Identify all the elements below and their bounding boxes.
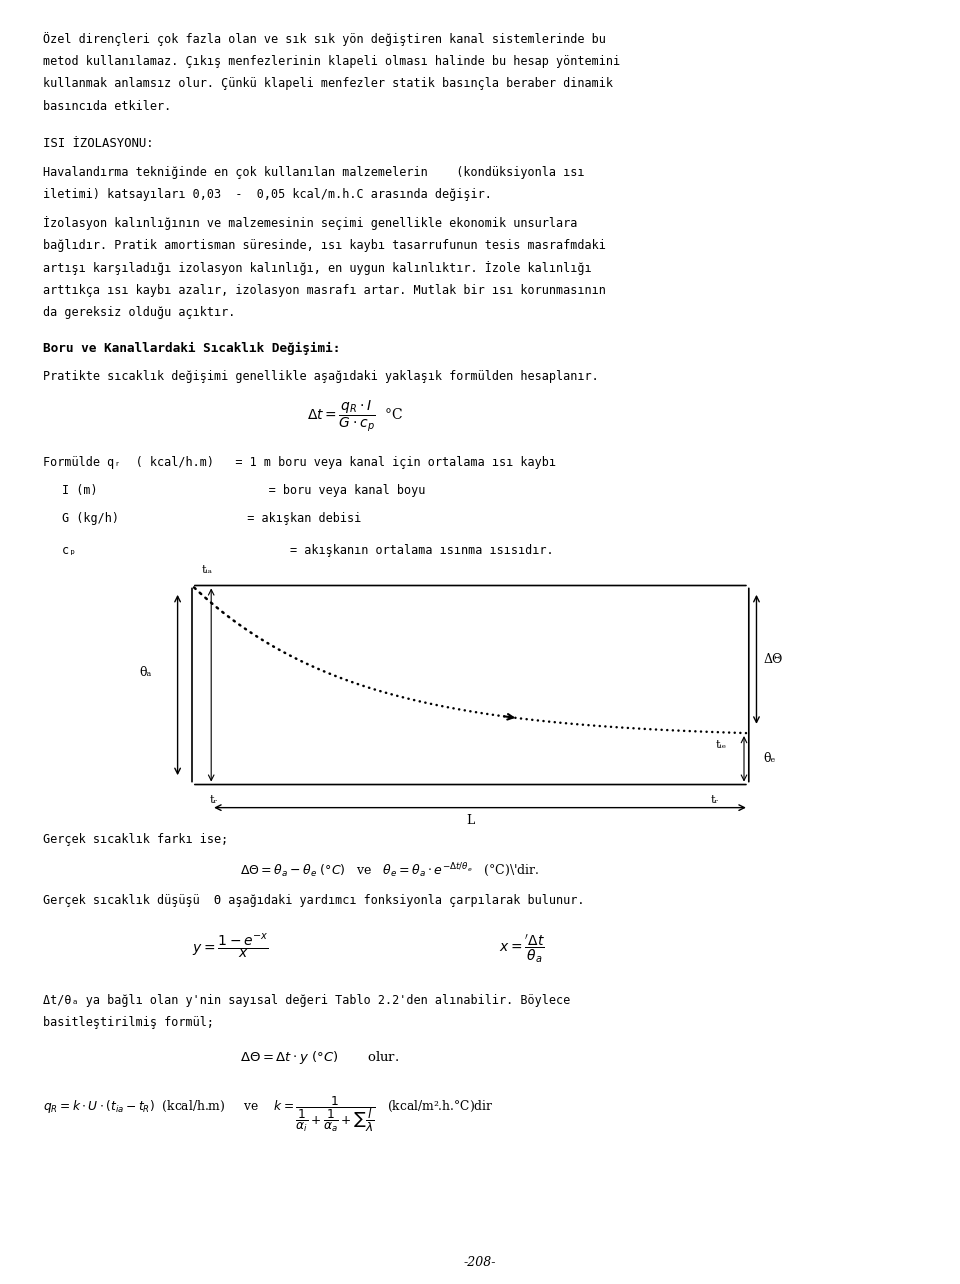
Text: $\Delta\Theta = \Delta t \cdot y \ (°C)$       olur.: $\Delta\Theta = \Delta t \cdot y \ (°C)$… bbox=[240, 1049, 399, 1066]
Text: θₐ: θₐ bbox=[139, 665, 152, 679]
Text: -208-: -208- bbox=[464, 1256, 496, 1269]
Text: İzolasyon kalınlığının ve malzemesinin seçimi genellikle ekonomik unsurlara: İzolasyon kalınlığının ve malzemesinin s… bbox=[43, 216, 578, 230]
Text: arttıkça ısı kaybı azalır, izolasyon masrafı artar. Mutlak bir ısı korunmasının: arttıkça ısı kaybı azalır, izolasyon mas… bbox=[43, 284, 606, 297]
Text: $y = \dfrac{1-e^{-x}}{x}$: $y = \dfrac{1-e^{-x}}{x}$ bbox=[192, 932, 269, 960]
Text: iletimi) katsayıları 0,03  -  0,05 kcal/m.h.C arasında değişir.: iletimi) katsayıları 0,03 - 0,05 kcal/m.… bbox=[43, 187, 492, 202]
Text: ISI İZOLASYONU:: ISI İZOLASYONU: bbox=[43, 137, 154, 150]
Text: $x = \dfrac{'\Delta t}{\theta_a}$: $x = \dfrac{'\Delta t}{\theta_a}$ bbox=[499, 932, 545, 966]
Text: θₑ: θₑ bbox=[763, 752, 776, 765]
Text: Boru ve Kanallardaki Sıcaklık Değişimi:: Boru ve Kanallardaki Sıcaklık Değişimi: bbox=[43, 342, 341, 354]
Text: ΔΘ: ΔΘ bbox=[763, 652, 782, 666]
Text: G (kg/h)                  = akışkan debisi: G (kg/h) = akışkan debisi bbox=[62, 512, 362, 525]
Text: Gerçek sıcaklık farkı ise;: Gerçek sıcaklık farkı ise; bbox=[43, 833, 228, 846]
Text: tᵢₐ: tᵢₐ bbox=[202, 565, 212, 575]
Text: Özel dirençleri çok fazla olan ve sık sık yön değiştiren kanal sistemlerinde bu: Özel dirençleri çok fazla olan ve sık sı… bbox=[43, 32, 606, 46]
Text: $\Delta\Theta = \theta_a - \theta_e \ (°C)$   ve   $\theta_e = \theta_a \cdot e^: $\Delta\Theta = \theta_a - \theta_e \ (°… bbox=[240, 862, 540, 878]
Text: tᵢₑ: tᵢₑ bbox=[715, 740, 727, 750]
Text: L: L bbox=[467, 814, 474, 827]
Text: artışı karşıladığı izolasyon kalınlığı, en uygun kalınlıktır. İzole kalınlığı: artışı karşıladığı izolasyon kalınlığı, … bbox=[43, 261, 591, 275]
Text: tᵣ: tᵣ bbox=[710, 795, 719, 805]
Text: $q_R = k \cdot U \cdot (t_{ia} - t_R)$  (kcal/h.m)     ve    $k = \dfrac{1}{\dfr: $q_R = k \cdot U \cdot (t_{ia} - t_R)$ (… bbox=[43, 1094, 493, 1134]
Text: cₚ                              = akışkanın ortalama ısınma ısısıdır.: cₚ = akışkanın ortalama ısınma ısısıdır. bbox=[62, 544, 554, 557]
Text: tᵣ: tᵣ bbox=[209, 795, 218, 805]
Text: basıncıda etkiler.: basıncıda etkiler. bbox=[43, 99, 172, 113]
Text: Pratikte sıcaklık değişimi genellikle aşağıdaki yaklaşık formülden hesaplanır.: Pratikte sıcaklık değişimi genellikle aş… bbox=[43, 370, 599, 383]
Text: basitleştirilmiş formül;: basitleştirilmiş formül; bbox=[43, 1016, 214, 1030]
Text: Havalandırma tekniğinde en çok kullanılan malzemelerin    (kondüksiyonla ısı: Havalandırma tekniğinde en çok kullanıla… bbox=[43, 166, 585, 178]
Text: Gerçek sıcaklık düşüşü  Θ aşağıdaki yardımcı fonksiyonla çarpılarak bulunur.: Gerçek sıcaklık düşüşü Θ aşağıdaki yardı… bbox=[43, 894, 585, 907]
Text: kullanmak anlamsız olur. Çünkü klapeli menfezler statik basınçla beraber dinamik: kullanmak anlamsız olur. Çünkü klapeli m… bbox=[43, 77, 613, 90]
Text: Δt/θₐ ya bağlı olan y'nin sayısal değeri Tablo 2.2'den alınabilir. Böylece: Δt/θₐ ya bağlı olan y'nin sayısal değeri… bbox=[43, 994, 570, 1007]
Text: $\Delta t = \dfrac{q_R \cdot I}{G \cdot c_p}$  °C: $\Delta t = \dfrac{q_R \cdot I}{G \cdot … bbox=[307, 398, 403, 434]
Text: Formülde qᵣ  ( kcal/h.m)   = 1 m boru veya kanal için ortalama ısı kaybı: Formülde qᵣ ( kcal/h.m) = 1 m boru veya … bbox=[43, 456, 556, 469]
Text: da gereksiz olduğu açıktır.: da gereksiz olduğu açıktır. bbox=[43, 306, 235, 320]
Text: bağlıdır. Pratik amortisman süresinde, ısı kaybı tasarrufunun tesis masrafmdaki: bağlıdır. Pratik amortisman süresinde, ı… bbox=[43, 239, 606, 252]
Text: metod kullanılamaz. Çıkış menfezlerinin klapeli olması halinde bu hesap yöntemin: metod kullanılamaz. Çıkış menfezlerinin … bbox=[43, 54, 620, 68]
Text: I (m)                        = boru veya kanal boyu: I (m) = boru veya kanal boyu bbox=[62, 484, 426, 497]
